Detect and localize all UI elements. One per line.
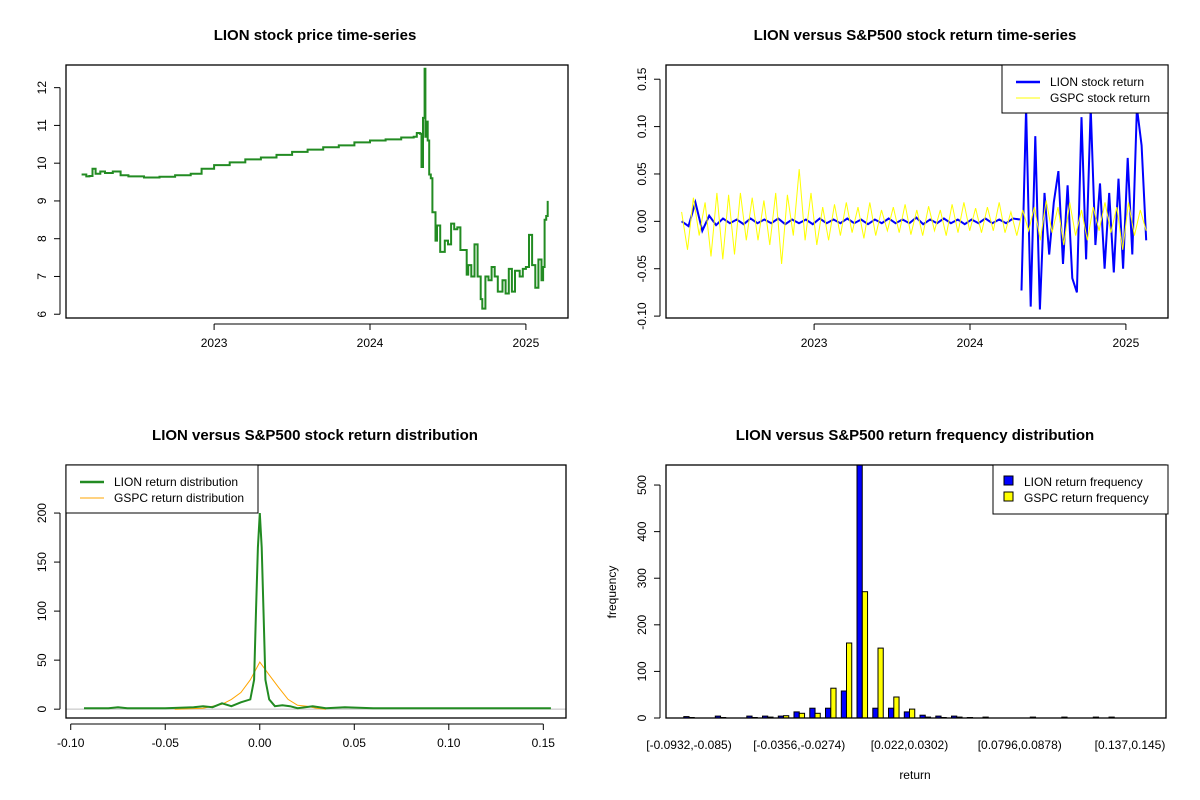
gspc-frequency-bar	[846, 642, 853, 718]
legend-box	[65, 464, 259, 514]
y-axis-label: frequency	[605, 566, 619, 619]
y-tick-label: 10	[35, 156, 49, 170]
x-tick-label: -0.10	[57, 736, 85, 750]
plot-frame	[65, 64, 569, 319]
gspc-frequency-bar	[830, 687, 837, 718]
x-tick-label: 0.05	[343, 736, 367, 750]
plot-frame	[65, 464, 567, 719]
x-axis-label: return	[899, 768, 930, 782]
gspc-frequency-bar	[893, 696, 900, 718]
y-tick-label: 200	[635, 614, 649, 634]
price-plot: 6 7 8 9 10 11 12 2023 2024 2025	[35, 64, 569, 350]
y-tick-label: 0	[635, 714, 649, 721]
gspc-frequency-bar	[783, 715, 790, 718]
distribution-plot: 0 50 100 150 200 -0.10 -0.05 0.00 0.05 0.10 0.15 LI…	[35, 464, 567, 750]
y-tick-label: 0.00	[635, 209, 649, 233]
x-tick-label: 0.10	[437, 736, 461, 750]
x-category-label: [0.0796,0.0878)	[978, 738, 1062, 752]
x-category-label: [0.022,0.0302)	[871, 738, 948, 752]
x-tick-label: 2025	[513, 336, 540, 350]
lion-frequency-bar	[856, 465, 863, 718]
y-tick-label: 12	[35, 81, 49, 95]
x-tick-label: 2023	[201, 336, 228, 350]
x-category-label: [-0.0356,-0.0274)	[753, 738, 845, 752]
chart-title-frequency: LION versus S&P500 return frequency dist…	[736, 427, 1094, 444]
x-tick-label: 2025	[1113, 336, 1140, 350]
legend-swatch	[1003, 491, 1014, 502]
x-tick-label: 2023	[801, 336, 828, 350]
gspc-density-line	[174, 661, 326, 710]
y-tick-label: 0.15	[635, 67, 649, 91]
frequency-plot: [-0.0932,-0.085) [-0.0356,-0.0274) [0.022,…	[635, 464, 1169, 752]
lion-frequency-bar	[840, 690, 848, 718]
y-tick-label: 50	[35, 653, 49, 667]
gspc-frequency-bar	[861, 591, 869, 718]
gspc-frequency-bar	[909, 708, 916, 718]
y-tick-label: 200	[35, 503, 49, 523]
y-tick-label: 7	[35, 273, 49, 280]
y-tick-label: 0.10	[635, 115, 649, 139]
gspc-frequency-bar	[798, 712, 806, 718]
x-tick-label: -0.05	[152, 736, 180, 750]
y-tick-label: 400	[635, 521, 649, 541]
x-tick-label: 0.00	[248, 736, 272, 750]
lion-density-line	[84, 513, 551, 710]
legend-label: GSPC stock return	[1050, 91, 1150, 105]
x-tick-label: 0.15	[532, 736, 556, 750]
gspc-frequency-bar	[814, 712, 821, 718]
lion-frequency-bar	[872, 707, 879, 718]
y-tick-label: 6	[35, 311, 49, 318]
lion-return-line	[1020, 107, 1148, 310]
gspc-return-line	[681, 169, 1147, 265]
lion-frequency-bar	[809, 707, 816, 718]
lion-frequency-bar	[793, 711, 800, 718]
lion-frequency-bar	[888, 707, 895, 718]
legend-label: LION stock return	[1050, 75, 1144, 89]
y-tick-label: 500	[635, 475, 649, 495]
y-tick-label: -0.05	[635, 255, 649, 283]
y-tick-label: 0.05	[635, 162, 649, 186]
legend-label: GSPC return distribution	[114, 491, 244, 505]
legend-swatch	[1003, 475, 1014, 486]
chart-title-price: LION stock price time-series	[214, 27, 417, 44]
bars-group	[683, 465, 1115, 718]
chart-title-returns: LION versus S&P500 stock return time-ser…	[754, 27, 1077, 44]
y-tick-label: 100	[35, 601, 49, 621]
y-tick-label: 150	[35, 552, 49, 572]
y-tick-label: -0.10	[635, 302, 649, 330]
legend-label: LION return frequency	[1024, 475, 1143, 489]
plot-frame	[665, 64, 1169, 319]
y-tick-label: 100	[635, 661, 649, 681]
return-series-group	[681, 107, 1148, 310]
legend-box	[1001, 64, 1169, 114]
lion-frequency-bar	[825, 707, 832, 718]
y-tick-label: 8	[35, 235, 49, 242]
y-tick-label: 11	[35, 119, 49, 132]
plot-frame	[665, 464, 1167, 719]
gspc-frequency-bar	[877, 647, 884, 718]
y-tick-label: 300	[635, 568, 649, 588]
return-plot: -0.10 -0.05 0.00 0.05 0.10 0.15 2023 2024 2025 LI…	[635, 64, 1169, 350]
y-tick-label: 0	[35, 706, 49, 713]
legend-box	[992, 464, 1169, 515]
x-category-label: [-0.0932,-0.085)	[646, 738, 731, 752]
price-line	[81, 67, 549, 310]
y-tick-label: 9	[35, 197, 49, 204]
x-category-label: [0.137,0.145)	[1095, 738, 1166, 752]
x-tick-label: 2024	[357, 336, 384, 350]
lion-frequency-bar	[903, 711, 911, 718]
legend-label: GSPC return frequency	[1024, 491, 1149, 505]
x-tick-label: 2024	[957, 336, 984, 350]
legend-label: LION return distribution	[114, 475, 238, 489]
chart-title-distribution: LION versus S&P500 stock return distribu…	[152, 427, 478, 444]
